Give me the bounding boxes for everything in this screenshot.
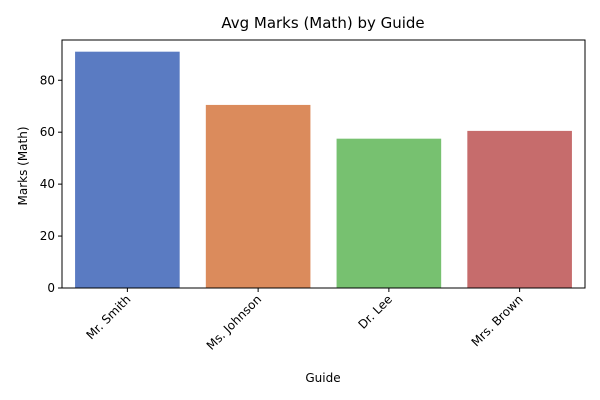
bar-ms-johnson	[205, 104, 311, 288]
chart-title: Avg Marks (Math) by Guide	[221, 14, 424, 32]
y-tick-label: 40	[40, 177, 55, 191]
bars-layer	[75, 51, 572, 288]
y-axis-title: Marks (Math)	[16, 126, 30, 205]
y-axis: 0 20 40 60 80	[40, 73, 62, 295]
y-tick-label: 20	[40, 229, 55, 243]
plot-frame	[61, 39, 586, 289]
x-axis: Mr. Smith Ms. Johnson Dr. Lee Mrs. Brown	[83, 288, 526, 353]
x-tick-label: Mrs. Brown	[469, 292, 526, 349]
x-tick-label: Mr. Smith	[83, 292, 133, 342]
x-tick-label: Ms. Johnson	[204, 292, 264, 352]
bar-dr-lee	[336, 138, 442, 288]
y-tick-label: 80	[40, 73, 55, 87]
bar-mrs-brown	[467, 130, 572, 288]
bar-mr-smith	[75, 51, 180, 288]
x-tick-label: Dr. Lee	[355, 292, 395, 332]
y-tick-label: 0	[47, 281, 55, 295]
x-axis-title: Guide	[305, 371, 340, 385]
y-tick-label: 60	[40, 125, 55, 139]
